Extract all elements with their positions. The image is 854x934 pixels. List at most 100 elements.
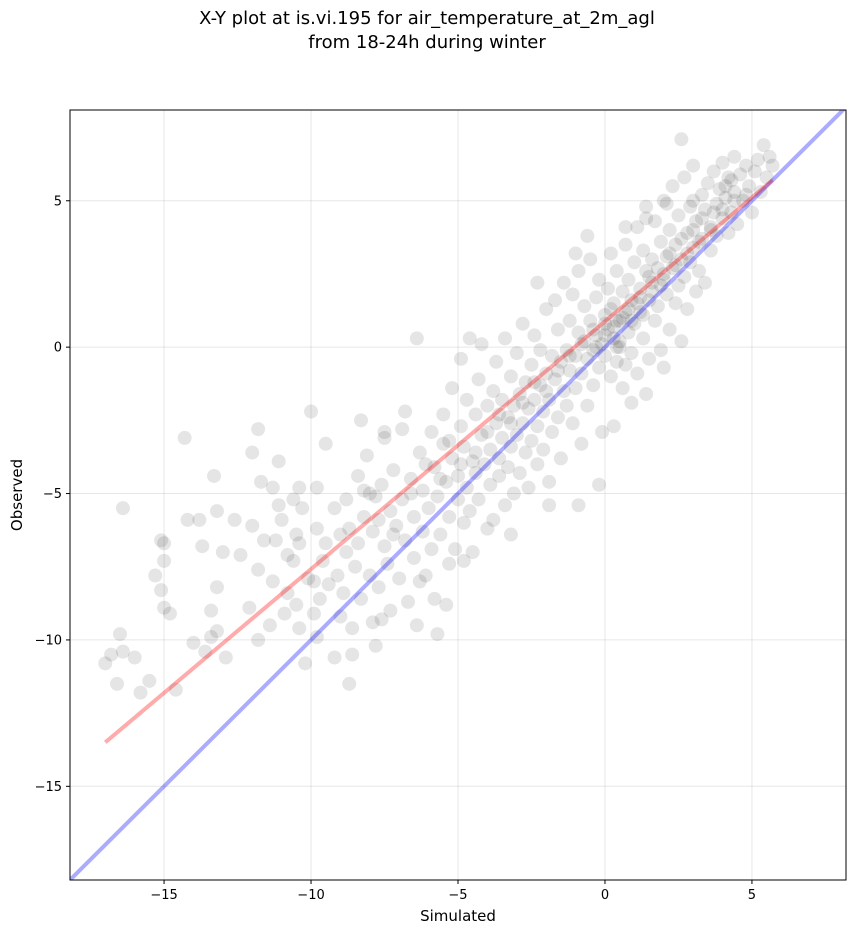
scatter-point [436, 407, 451, 422]
scatter-point [418, 457, 433, 472]
scatter-point [606, 296, 621, 311]
scatter-point [600, 281, 615, 296]
scatter-point [439, 474, 454, 489]
scatter-point [351, 536, 366, 551]
scatter-point [492, 451, 507, 466]
scatter-point [553, 354, 568, 369]
scatter-point [392, 571, 407, 586]
scatter-point [304, 404, 319, 419]
chart-title: X-Y plot at is.vi.195 for air_temperatur… [199, 8, 655, 29]
scatter-point [207, 468, 222, 483]
scatter-point [468, 407, 483, 422]
scatter-point [674, 252, 689, 267]
scatter-point [727, 184, 742, 199]
scatter-point [403, 471, 418, 486]
scatter-point [533, 378, 548, 393]
scatter-point [668, 237, 683, 252]
scatter-point [468, 445, 483, 460]
scatter-point [104, 647, 119, 662]
scatter-point [242, 600, 257, 615]
scatter-point [383, 603, 398, 618]
scatter-point [277, 606, 292, 621]
scatter-point [433, 471, 448, 486]
scatter-point [442, 509, 457, 524]
scatter-point [365, 615, 380, 630]
scatter-point [398, 533, 413, 548]
scatter-point [524, 357, 539, 372]
scatter-point [486, 512, 501, 527]
scatter-point [368, 638, 383, 653]
scatter-point [689, 214, 704, 229]
scatter-point [327, 501, 342, 516]
scatter-point [262, 618, 277, 633]
identity-line [70, 110, 846, 880]
scatter-point [618, 220, 633, 235]
scatter-point [633, 305, 648, 320]
scatter-point [292, 480, 307, 495]
scatter-point [204, 603, 219, 618]
scatter-point [298, 656, 313, 671]
scatter-point [157, 553, 172, 568]
scatter-point [503, 439, 518, 454]
scatter-point [306, 606, 321, 621]
scatter-point [456, 515, 471, 530]
scatter-point [645, 252, 659, 267]
scatter-point [715, 155, 730, 170]
scatter-point [198, 644, 213, 659]
scatter-point [686, 223, 701, 238]
scatter-point [548, 372, 562, 387]
scatter-point [612, 334, 627, 349]
scatter-point [759, 170, 774, 185]
scatter-point [527, 392, 542, 407]
scatter-point [744, 205, 759, 220]
scatter-point [530, 457, 545, 472]
scatter-point [327, 650, 342, 665]
scatter-point [600, 322, 615, 337]
scatter-point [650, 299, 665, 314]
scatter-point [762, 149, 777, 164]
scatter-point [639, 211, 654, 226]
y-tick-label: 5 [54, 194, 62, 209]
scatter-point [653, 343, 668, 358]
scatter-point [603, 302, 618, 317]
scatter-point [642, 293, 657, 308]
scatter-point [636, 307, 651, 322]
scatter-point [694, 187, 709, 202]
scatter-point [459, 480, 474, 495]
scatter-point [692, 264, 707, 279]
scatter-point [586, 343, 601, 358]
scatter-point [448, 542, 463, 557]
scatter-point [677, 269, 692, 284]
scatter-point [503, 416, 518, 431]
scatter-point [377, 425, 392, 440]
scatter-point [542, 474, 557, 489]
scatter-point [489, 416, 504, 431]
scatter-point [406, 550, 421, 565]
y-tick-label: −10 [35, 633, 62, 648]
scatter-point [665, 179, 680, 194]
scatter-point [209, 504, 224, 519]
scatter-point [615, 381, 630, 396]
scatter-point [697, 275, 712, 290]
scatter-point [503, 527, 518, 542]
scatter-point [630, 366, 645, 381]
scatter-point [712, 182, 727, 197]
scatter-point [180, 512, 195, 527]
scatter-point [521, 480, 536, 495]
scatter-point [445, 381, 460, 396]
scatter-point [424, 425, 439, 440]
scatter-point [112, 627, 127, 642]
scatter-point [753, 184, 768, 199]
scatter-point [621, 325, 636, 340]
scatter-point [627, 316, 642, 331]
scatter-point [612, 313, 627, 328]
scatter-point [562, 313, 577, 328]
scatter-point [451, 492, 465, 507]
scatter-point [418, 568, 433, 583]
scatter-point [615, 310, 630, 325]
scatter-point [559, 343, 574, 358]
scatter-point [742, 179, 756, 194]
scatter-point [271, 498, 286, 513]
scatter-point [453, 419, 468, 434]
scatter-point [489, 354, 504, 369]
